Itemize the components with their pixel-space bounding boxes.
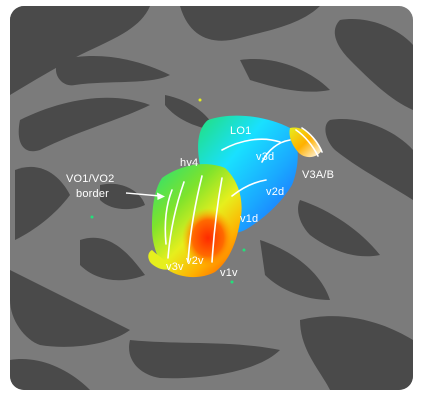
boundary-v3d-v2d xyxy=(261,139,291,163)
label-v3ab: V3A/B xyxy=(302,169,334,181)
label-lo1: LO1 xyxy=(230,125,251,137)
area-labels: LO1 v3d V3A/B v2d v1d hv4 VO1/VO2 border… xyxy=(66,125,334,279)
label-v3d: v3d xyxy=(256,151,274,163)
boundary-v3ab xyxy=(295,129,319,157)
boundary-v2d-v1d xyxy=(231,179,267,197)
isolated-voxel xyxy=(242,248,246,252)
label-v3v: v3v xyxy=(166,261,184,273)
isolated-voxel xyxy=(230,280,234,284)
boundary-v1v xyxy=(211,177,223,263)
boundary-hv4 xyxy=(164,189,173,245)
label-v1v: v1v xyxy=(220,267,238,279)
label-hv4: hv4 xyxy=(180,157,198,169)
foveal-hotspot xyxy=(182,208,234,268)
v3v-region xyxy=(148,250,172,270)
vo-border-arrow xyxy=(125,192,165,200)
boundary-v2v xyxy=(187,175,203,263)
isolated-voxel xyxy=(90,215,94,219)
label-v2d: v2d xyxy=(266,186,284,198)
label-vo-border-line1: VO1/VO2 xyxy=(66,173,114,185)
boundary-v3v xyxy=(167,181,185,259)
label-v2v: v2v xyxy=(186,255,204,267)
label-vo-border-line2: border xyxy=(76,188,109,200)
label-v1d: v1d xyxy=(240,213,258,225)
boundary-lo1 xyxy=(221,138,281,151)
area-boundaries xyxy=(164,127,323,263)
isolated-voxel xyxy=(198,98,202,102)
boundary-v3ab-inner xyxy=(301,127,323,153)
sulcal-pattern xyxy=(10,6,413,390)
